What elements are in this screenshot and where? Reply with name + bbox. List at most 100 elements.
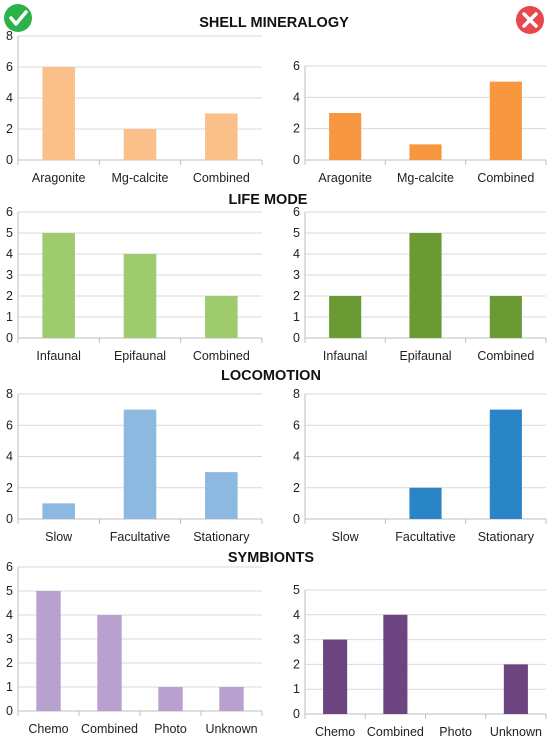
loco-right-ytick-label: 2 (293, 481, 300, 495)
life-right-ytick-label: 5 (293, 226, 300, 240)
x-circle-icon (516, 6, 544, 34)
symb-left-category-label: Unknown (205, 722, 257, 736)
symb-right-category-label: Chemo (315, 725, 355, 739)
symb-right-ytick-label: 1 (293, 682, 300, 696)
symb-left-ytick-label: 1 (6, 680, 13, 694)
shell-right-ytick-label: 2 (293, 122, 300, 136)
symb-right-ytick-label: 0 (293, 707, 300, 721)
life-right-ytick-label: 3 (293, 268, 300, 282)
symb-left-bar-unknown (219, 687, 244, 711)
loco-right-category-label: Stationary (478, 530, 535, 544)
section-title-symbionts: SYMBIONTS (228, 550, 315, 566)
loco-left-bar-slow (42, 503, 75, 519)
life-left-ytick-label: 2 (6, 289, 13, 303)
life-right-ytick-label: 1 (293, 310, 300, 324)
chart-life-left: 0 1 2 3 4 5 6 Infaunal Epifaunal Combined (6, 205, 263, 363)
loco-left-bar-stationary (205, 472, 238, 519)
life-right-bar-epifaunal (409, 233, 442, 338)
life-right-category-label: Infaunal (323, 349, 367, 363)
life-left-category-label: Epifaunal (114, 349, 166, 363)
shell-right-category-label: Combined (477, 171, 534, 185)
section-title-shell-mineralogy: SHELL MINERALOGY (199, 15, 349, 31)
loco-right-ytick-label: 8 (293, 387, 300, 401)
chart-symb-left: 0 1 2 3 4 5 6 Chemo Combined Photo Unknown (6, 560, 263, 736)
symb-right-ytick-label: 4 (293, 608, 300, 622)
symb-left-ytick-label: 6 (6, 560, 13, 574)
life-left-category-label: Combined (193, 349, 250, 363)
symb-right-bar-chemo (323, 639, 348, 714)
life-right-ytick-label: 2 (293, 289, 300, 303)
chart-loco-right: 0 2 4 6 8 Slow Facultative Stationary (293, 387, 547, 544)
symb-right-category-label: Photo (439, 725, 472, 739)
loco-left-category-label: Facultative (110, 530, 170, 544)
symb-left-category-label: Combined (81, 722, 138, 736)
shell-left-ytick-label: 8 (6, 29, 13, 43)
shell-right-bar-combined (489, 81, 522, 160)
loco-right-bar-facultative (409, 487, 442, 519)
shell-right-bar-mg-calcite (409, 144, 442, 160)
life-left-ytick-label: 6 (6, 205, 13, 219)
symb-left-category-label: Chemo (28, 722, 68, 736)
loco-right-ytick-label: 4 (293, 450, 300, 464)
shell-left-ytick-label: 4 (6, 91, 13, 105)
loco-left-ytick-label: 4 (6, 450, 13, 464)
symb-right-ytick-label: 5 (293, 583, 300, 597)
symb-right-ytick-label: 2 (293, 657, 300, 671)
shell-left-ytick-label: 6 (6, 60, 13, 74)
loco-left-ytick-label: 8 (6, 387, 13, 401)
loco-left-category-label: Slow (45, 530, 73, 544)
life-left-ytick-label: 5 (6, 226, 13, 240)
shell-left-bar-mg-calcite (123, 129, 157, 160)
life-left-category-label: Infaunal (36, 349, 80, 363)
symb-left-bar-combined (97, 615, 122, 711)
life-right-bar-combined (489, 296, 522, 338)
symb-left-ytick-label: 5 (6, 584, 13, 598)
symb-right-bar-unknown (503, 664, 528, 714)
shell-left-category-label: Mg-calcite (112, 171, 169, 185)
shell-left-bar-combined (205, 113, 238, 160)
loco-right-category-label: Facultative (395, 530, 455, 544)
life-left-ytick-label: 3 (6, 268, 13, 282)
symb-left-ytick-label: 4 (6, 608, 13, 622)
shell-left-category-label: Combined (193, 171, 250, 185)
shell-right-category-label: Mg-calcite (397, 171, 454, 185)
symb-right-ytick-label: 3 (293, 633, 300, 647)
chart-shell-left: 0 2 4 6 8 Aragonite Mg-calcite Combined (6, 29, 263, 185)
chart-symb-right: 0 1 2 3 4 5 Chemo Combined Photo Unknown (293, 583, 547, 739)
life-right-category-label: Combined (477, 349, 534, 363)
life-left-ytick-label: 0 (6, 331, 13, 345)
life-left-bar-combined (205, 296, 238, 338)
chart-shell-right: 0 2 4 6 Aragonite Mg-calcite Combined (293, 59, 547, 185)
loco-left-bar-facultative (123, 409, 157, 519)
section-title-life-mode: LIFE MODE (229, 192, 308, 208)
symb-right-category-label: Unknown (490, 725, 542, 739)
symb-left-ytick-label: 3 (6, 632, 13, 646)
life-right-category-label: Epifaunal (399, 349, 451, 363)
loco-right-category-label: Slow (332, 530, 360, 544)
life-left-bar-infaunal (42, 233, 75, 338)
loco-left-ytick-label: 6 (6, 418, 13, 432)
shell-right-ytick-label: 6 (293, 59, 300, 73)
life-right-bar-infaunal (329, 296, 362, 338)
symb-right-category-label: Combined (367, 725, 424, 739)
symb-left-ytick-label: 0 (6, 704, 13, 718)
shell-left-category-label: Aragonite (32, 171, 86, 185)
symb-left-bar-chemo (36, 591, 61, 711)
loco-left-ytick-label: 0 (6, 512, 13, 526)
life-right-ytick-label: 6 (293, 205, 300, 219)
loco-left-category-label: Stationary (193, 530, 250, 544)
life-left-ytick-label: 1 (6, 310, 13, 324)
shell-left-ytick-label: 0 (6, 153, 13, 167)
shell-right-category-label: Aragonite (318, 171, 372, 185)
loco-right-ytick-label: 6 (293, 418, 300, 432)
chart-loco-left: 0 2 4 6 8 Slow Facultative Stationary (6, 387, 263, 544)
life-right-ytick-label: 0 (293, 331, 300, 345)
symb-left-ytick-label: 2 (6, 656, 13, 670)
section-title-locomotion: LOCOMOTION (221, 368, 321, 384)
shell-right-ytick-label: 0 (293, 153, 300, 167)
check-circle-icon (4, 4, 32, 32)
shell-left-bar-aragonite (42, 67, 75, 160)
life-left-bar-epifaunal (123, 254, 157, 338)
loco-left-ytick-label: 2 (6, 481, 13, 495)
